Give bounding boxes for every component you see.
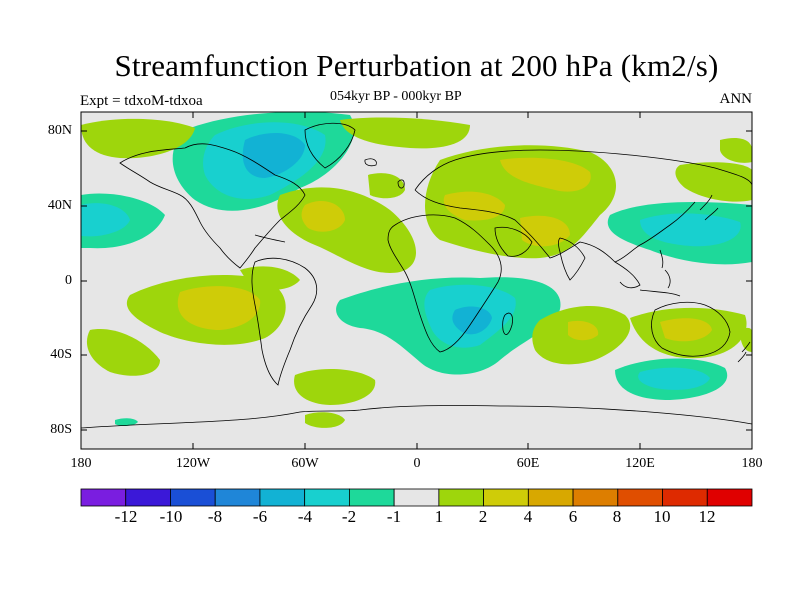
contour-pos2-eurasia-south [443,191,505,221]
colorbar-swatch [617,488,663,507]
y-tick-label-40s: 40S [50,347,72,362]
experiment-label: Expt = tdxoM-tdxoa [80,93,203,109]
colorbar-swatch [438,488,485,507]
colorbar-label: -2 [341,507,357,526]
contour-pos1-antarctic [305,412,345,428]
contour-neg4-north-america [242,133,305,178]
contour-neg2-east-asia [640,213,741,247]
coastline-new-zealand [737,341,751,363]
colorbar-swatch [80,488,127,507]
colorbar-swatch [259,488,306,507]
contour-pos2-south-indian [568,320,599,341]
coastline-north-america [119,143,306,269]
x-tick-label-60e: 60E [516,456,540,471]
colorbar-swatch [348,488,395,507]
colorbar-swatch [170,488,216,507]
colorbar-label: -6 [252,507,268,526]
contour-pos2-atlantic [301,200,345,232]
coastline-arabia [494,226,533,257]
contour-pos2-arabia [520,215,570,247]
contour-pos1-atlantic-north [368,173,405,199]
coastline-south-america [251,257,318,386]
colorbar-label: 6 [568,507,578,526]
coastline-iceland [364,158,377,167]
contour-pos2-eurasia [500,157,591,192]
colorbar-swatch [483,488,529,507]
colorbar-label: -1 [386,507,402,526]
contour-pos1-south-atlantic-south [294,368,376,405]
colorbar-label: -10 [159,507,183,526]
colorbar-label: -12 [114,507,138,526]
coastline-antarctica [81,405,752,429]
contour-pos1-north-pacific-east [720,138,752,163]
coastline-british-isles [397,179,405,189]
y-tick-label-80s: 80S [50,422,72,437]
period-label: 054kyr BP - 000kyr BP [330,89,462,104]
colorbar-label: -4 [297,507,313,526]
x-tick-label-120e: 120E [625,456,655,471]
contour-pos1-arctic [81,118,195,159]
x-tick-label-0: 0 [413,456,421,471]
coastlines [81,122,752,429]
season-label: ANN [719,91,753,107]
colorbar-swatch [706,488,753,507]
x-tick-label-180w: 180 [70,456,92,471]
colorbar-swatch [527,488,574,507]
colorbar-swatch [125,488,171,507]
contour-pos2-australia [660,318,712,342]
colorbar-label: 10 [653,507,671,526]
x-tick-label-120w: 120W [175,456,211,471]
contour-neg2-pacific-west [81,203,130,237]
colorbar-label: 12 [698,507,716,526]
colorbar-swatch [662,488,708,507]
colorbar-label: 1 [434,507,444,526]
y-tick-label-0: 0 [65,273,72,288]
contour-neg1-antarctic [115,418,138,427]
coastline-madagascar [502,312,513,335]
contour-pos1-arctic-east [340,117,470,149]
contour-pos1-tropical-pacific [240,266,300,290]
colorbar-label: 2 [478,507,488,526]
colorbar-swatch [304,488,350,507]
axis-ticks [80,112,753,449]
coastline-eurasia [414,149,752,263]
colorbar-label: 4 [523,507,533,526]
contour-neg2-southern-ocean [638,367,710,390]
x-tick-label-60w: 60W [291,456,319,471]
contour-neg4-south-atlantic [452,306,492,335]
colorbar-label: 8 [612,507,622,526]
coastline-australia [651,301,731,357]
coastline-greenland [304,122,356,169]
y-tick-label-80n: 80N [47,123,72,138]
coastline-japan [699,194,719,221]
colorbar-swatch [572,488,619,507]
colorbar-swatch [393,488,440,507]
colorbar [80,488,753,507]
y-tick-label-40n: 40N [47,198,72,213]
colorbar-swatch [214,488,261,507]
contour-pos1-east-asia-north [675,162,752,202]
colorbar-label: -8 [207,507,223,526]
coastline-caribbean [254,234,286,243]
chart-title: Streamfunction Perturbation at 200 hPa (… [114,48,719,83]
contour-pos1-east-edge [740,327,752,352]
coastline-africa [387,214,502,353]
contour-pos2-south-pacific [177,286,261,330]
coastline-india [558,237,586,281]
coastline-southeast-asia [614,261,681,297]
x-tick-label-180e: 180 [741,456,763,471]
contour-pos1-south-pacific-west [86,329,160,376]
coastline-philippines [659,249,664,269]
contour-fills [81,112,752,428]
